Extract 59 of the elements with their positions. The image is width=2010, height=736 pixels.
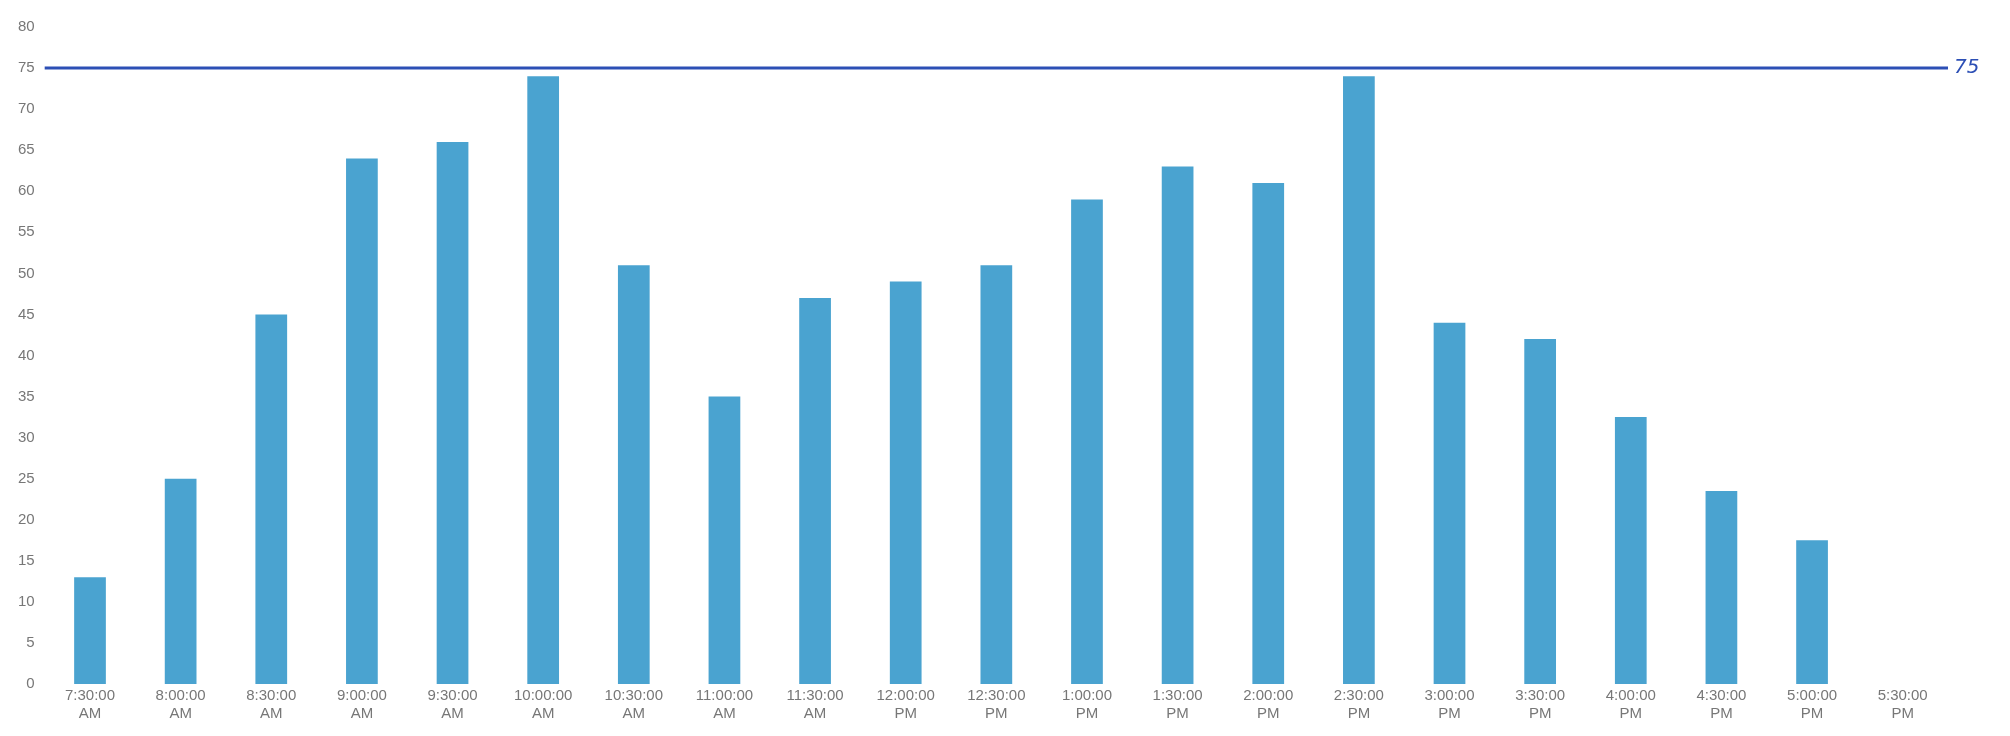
y-tick-label: 60 [18,181,35,199]
x-tick-label: 12:30:00 PM [967,686,1026,722]
y-tick-label: 65 [18,140,35,158]
bar [1705,491,1738,684]
ref-line-label: 75 [1954,54,1980,79]
x-tick-label: 9:30:00 AM [427,686,478,722]
bar [617,265,650,684]
x-tick-label: 1:30:00 PM [1152,686,1203,722]
bar [436,141,469,684]
x-tick-label: 9:00:00 AM [336,686,387,722]
x-tick-label: 10:30:00 AM [604,686,663,722]
bar [799,298,831,684]
bar [164,478,197,684]
bar [1524,339,1557,684]
y-tick-label: 15 [18,550,35,568]
bar [1796,540,1828,684]
bar [1433,322,1466,684]
x-tick-label: 7:30:00 AM [64,686,116,722]
x-tick-label: 5:30:00 PM [1877,686,1928,722]
bar [1252,183,1285,684]
x-tick-label: 11:00:00 AM [695,686,754,722]
y-tick-label: 70 [18,99,35,117]
y-tick-label: 25 [18,468,35,486]
bar [889,281,922,684]
x-tick-label: 4:00:00 PM [1605,686,1656,722]
x-tick-label: 1:00:00 PM [1061,686,1112,722]
y-tick-label: 80 [18,17,35,35]
bar [1161,166,1194,684]
x-tick-label: 3:30:00 PM [1515,686,1566,722]
y-tick-label: 45 [18,304,35,322]
y-tick-label: 30 [18,427,35,445]
y-tick-label: 5 [26,633,35,651]
x-tick-label: 12:00:00 PM [876,686,935,722]
y-tick-label: 10 [18,592,35,610]
bar [708,396,741,684]
bar [1614,417,1647,684]
bar [527,76,560,684]
x-tick-label: 2:00:00 PM [1243,686,1294,722]
y-tick-label: 55 [18,222,35,240]
bar [346,158,378,684]
x-tick-label: 5:00:00 PM [1787,686,1838,722]
x-tick-label: 4:30:00 PM [1696,686,1747,722]
y-tick-label: 35 [18,386,35,404]
x-tick-label: 8:00:00 AM [155,686,206,722]
y-tick-label: 40 [18,345,35,363]
bar [980,265,1013,684]
x-tick-label: 10:00:00 AM [513,686,573,722]
bar [255,314,288,684]
y-tick-label: 75 [18,58,35,76]
y-tick-label: 0 [26,674,35,692]
y-tick-label: 20 [18,509,35,527]
x-tick-label: 2:30:00 PM [1333,686,1384,722]
x-tick-label: 11:30:00 AM [786,686,844,722]
bar [1343,76,1375,684]
y-tick-label: 50 [18,263,35,281]
bar [74,577,106,684]
bar [1071,199,1103,684]
x-tick-label: 8:30:00 AM [246,686,297,722]
x-tick-label: 3:00:00 PM [1424,686,1475,722]
